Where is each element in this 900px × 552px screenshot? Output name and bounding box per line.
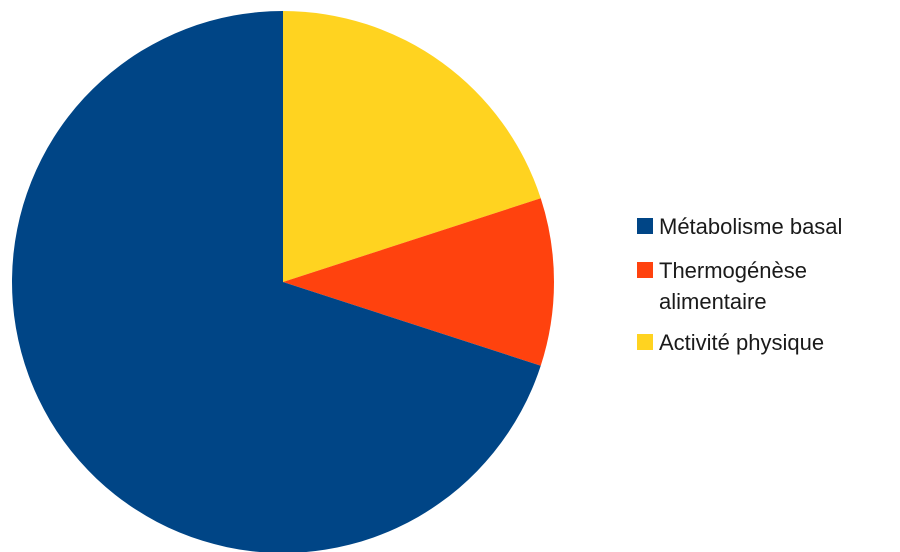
- legend-label: alimentaire: [659, 289, 767, 314]
- legend-swatch: [637, 262, 653, 278]
- pie-slice-activite-physique: [283, 11, 541, 282]
- legend-label: Métabolisme basal: [659, 214, 842, 239]
- pie-slices: [12, 11, 555, 552]
- pie-slice-thermogenese-alimentaire: [283, 198, 555, 366]
- legend-label: Thermogénèse: [659, 258, 807, 283]
- legend-swatch: [637, 334, 653, 350]
- legend-label: Activité physique: [659, 330, 824, 355]
- chart-legend: Métabolisme basal Thermogénèse alimentaire…: [637, 214, 842, 355]
- pie-slice-metabolisme-basal: [12, 11, 541, 552]
- legend-swatch: [637, 218, 653, 234]
